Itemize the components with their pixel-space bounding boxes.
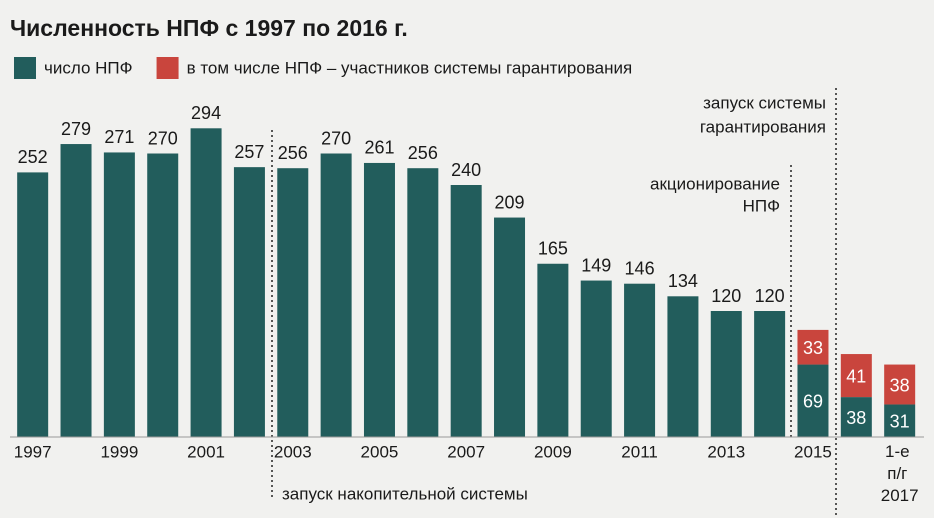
value-label: 256 — [408, 143, 438, 163]
x-tick-label: 2005 — [361, 442, 399, 461]
bar — [710, 311, 742, 437]
value-label: 257 — [234, 142, 264, 162]
value-label: 120 — [711, 286, 741, 306]
x-tick-label: 1997 — [14, 442, 52, 461]
bar — [840, 354, 872, 398]
x-tick-label: 2011 — [621, 442, 658, 461]
value-label: 120 — [755, 286, 785, 306]
bar — [580, 280, 612, 437]
value-label: 134 — [668, 271, 698, 291]
bar — [797, 329, 829, 365]
bar — [840, 397, 872, 437]
value-label: 165 — [538, 239, 568, 259]
legend-label: в том числе НПФ – участников системы гар… — [187, 58, 633, 77]
bar — [103, 152, 135, 437]
value-label: 33 — [803, 338, 823, 358]
value-label: 209 — [495, 192, 525, 212]
bar — [754, 311, 786, 437]
value-label: 294 — [191, 103, 221, 123]
x-tick-label: 2015 — [794, 442, 832, 461]
value-label: 38 — [846, 408, 866, 428]
legend-label: число НПФ — [44, 58, 133, 77]
x-tick-label: 1999 — [100, 442, 138, 461]
annotation: НПФ — [743, 196, 780, 215]
bar — [494, 217, 526, 437]
value-label: 271 — [104, 127, 134, 147]
x-tick-label: 2007 — [447, 442, 485, 461]
x-tick-label: 2003 — [274, 442, 312, 461]
bar — [17, 172, 49, 437]
bar — [233, 167, 265, 437]
value-label: 270 — [148, 128, 178, 148]
annotation: акционирование — [650, 174, 780, 193]
legend-swatch — [156, 57, 179, 79]
bar — [624, 283, 656, 437]
annotation: запуск системы — [703, 93, 826, 112]
bar — [277, 168, 309, 437]
value-label: 146 — [625, 258, 655, 278]
bar — [147, 153, 179, 437]
value-label: 279 — [61, 119, 91, 139]
value-label: 240 — [451, 160, 481, 180]
value-label: 256 — [278, 143, 308, 163]
value-label: 261 — [364, 138, 394, 158]
legend-swatch — [14, 57, 36, 79]
bar — [190, 128, 222, 438]
annotation: гарантирования — [700, 117, 826, 136]
x-tick-label: 2013 — [707, 442, 745, 461]
x-tick-label: 1-е п/г 2017 — [881, 442, 919, 505]
bar — [320, 153, 352, 437]
bar — [363, 162, 395, 437]
annotation: запуск накопительной системы — [282, 484, 528, 503]
bar — [797, 364, 829, 437]
x-tick-label: 2009 — [534, 442, 572, 461]
chart-title: Численность НПФ с 1997 по 2016 г. — [10, 15, 408, 41]
value-label: 270 — [321, 128, 351, 148]
bar — [667, 296, 699, 437]
bar — [884, 364, 916, 405]
value-label: 38 — [890, 375, 910, 395]
value-label: 31 — [890, 411, 910, 431]
x-tick-label: 2001 — [187, 442, 225, 461]
value-label: 69 — [803, 392, 823, 412]
value-label: 149 — [581, 255, 611, 275]
value-label: 41 — [846, 366, 866, 386]
bar — [537, 263, 569, 437]
bar — [450, 185, 482, 437]
value-label: 252 — [18, 147, 48, 167]
bar — [407, 168, 439, 437]
bar — [60, 144, 92, 438]
bar — [884, 404, 916, 437]
